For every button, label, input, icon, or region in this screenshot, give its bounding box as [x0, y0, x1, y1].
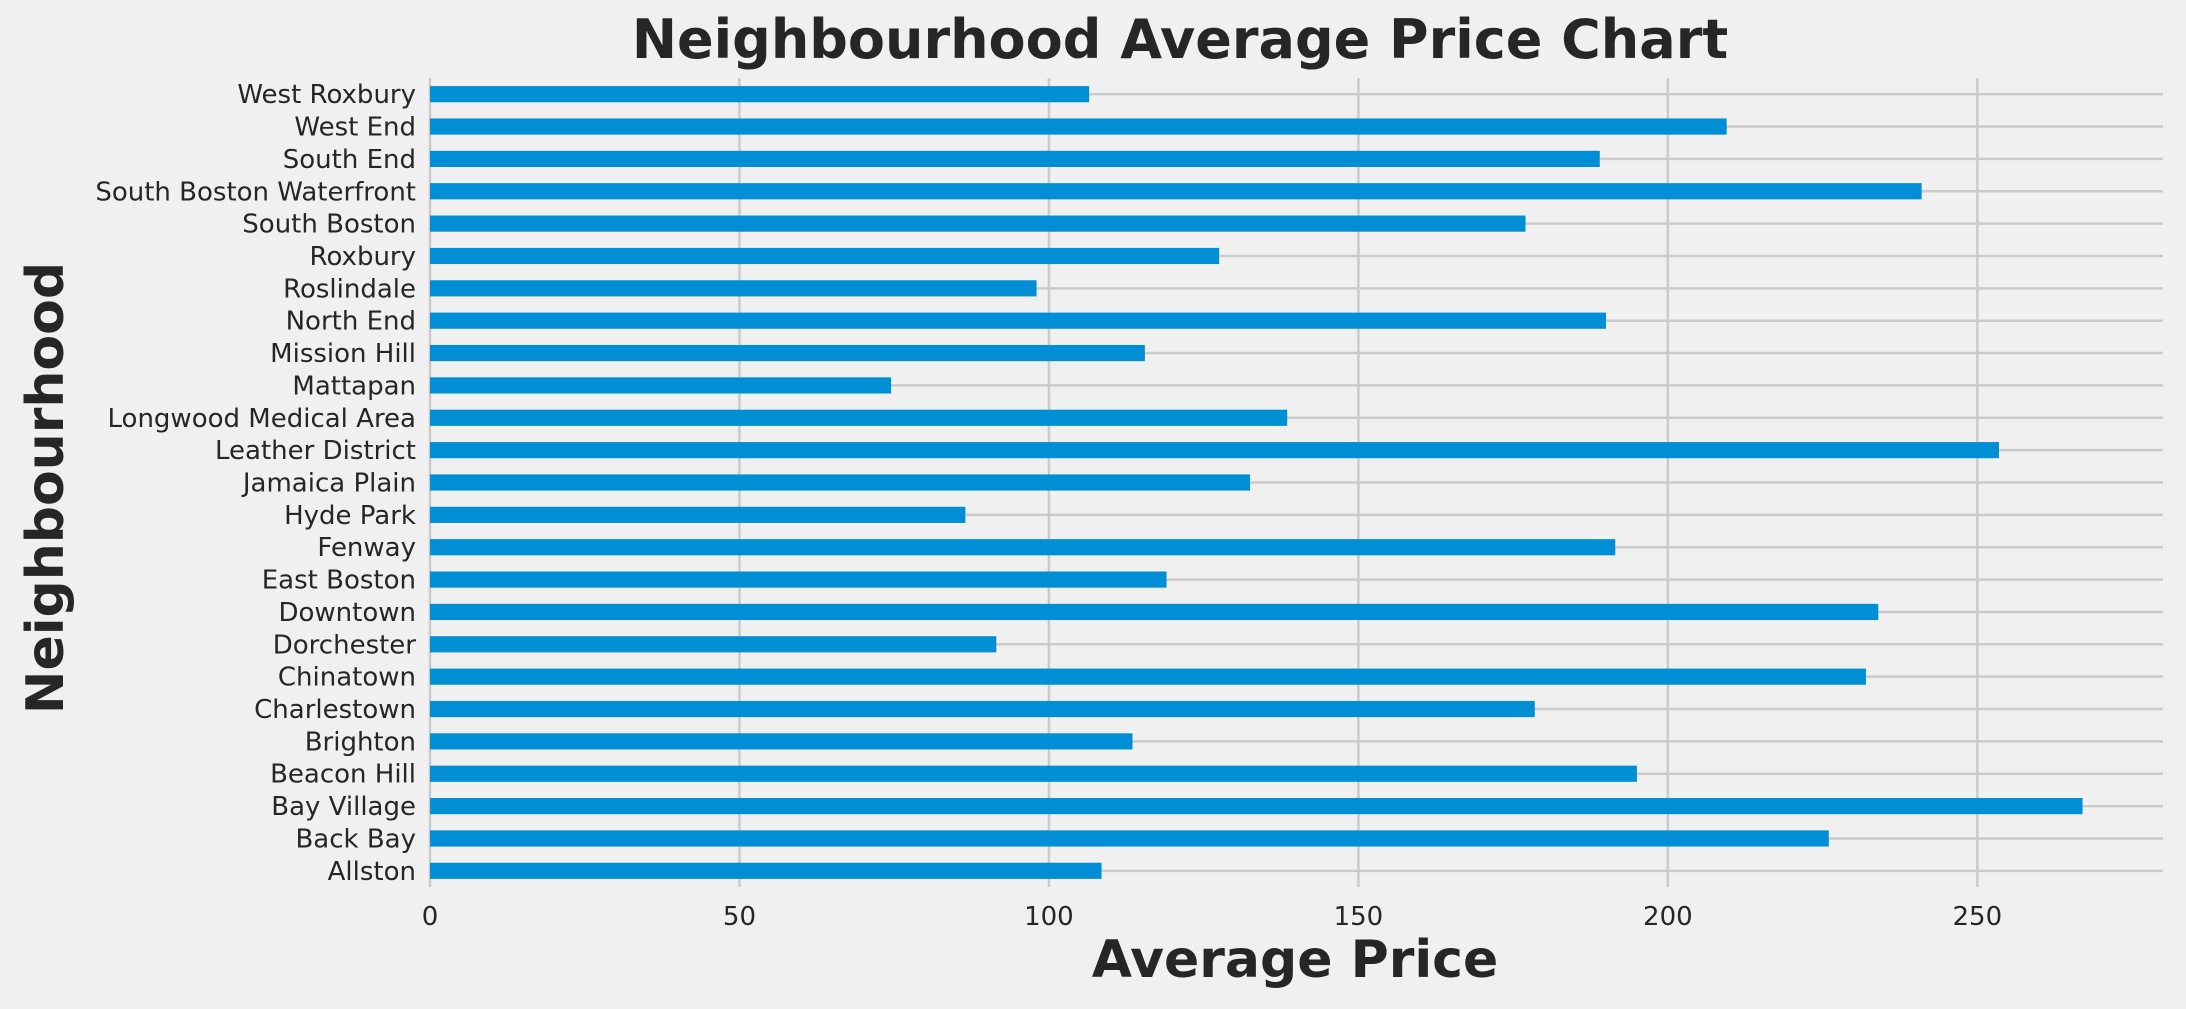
y-tick-label: Bay Village	[271, 792, 416, 822]
bar	[430, 377, 892, 394]
x-tick-label: 150	[1334, 902, 1384, 932]
y-tick-label: Roslindale	[283, 274, 416, 304]
bar	[430, 183, 1922, 200]
bar	[430, 409, 1288, 426]
y-tick-label: Brighton	[305, 727, 416, 757]
bar	[430, 668, 1866, 685]
x-tick-label: 250	[1953, 902, 2003, 932]
y-tick-label: Mattapan	[292, 371, 416, 401]
y-tick-label: South Boston Waterfront	[95, 177, 416, 207]
x-tick-label: 200	[1643, 902, 1693, 932]
y-axis-label: Neighbourhood	[16, 262, 76, 714]
y-tick-label: Downtown	[278, 598, 416, 628]
bar	[430, 700, 1535, 718]
y-tick-label: East Boston	[262, 566, 416, 596]
x-tick-label: 100	[1024, 902, 1074, 932]
y-tick-label: Jamaica Plain	[241, 469, 416, 499]
x-tick-label: 50	[723, 902, 756, 932]
bar	[430, 215, 1526, 232]
x-tick-labels: 0 50 100 150 200 250	[422, 902, 2002, 932]
x-axis-label: Average Price	[1092, 930, 1499, 990]
bar	[430, 571, 1167, 588]
y-tick-label: North End	[286, 307, 416, 337]
bar	[430, 830, 1829, 847]
bar	[430, 474, 1251, 491]
x-tick-label: 0	[422, 902, 439, 932]
bar	[430, 539, 1616, 556]
y-tick-label: Dorchester	[273, 630, 417, 660]
bar	[430, 733, 1133, 750]
bar	[430, 603, 1879, 621]
y-tick-label: South Boston	[242, 210, 416, 240]
bar	[430, 247, 1220, 265]
bar	[430, 150, 1600, 167]
bar	[430, 280, 1037, 297]
bar	[430, 312, 1606, 329]
y-tick-label: Roxbury	[310, 242, 416, 272]
bar	[430, 506, 966, 523]
bar	[430, 636, 997, 653]
y-tick-label: Hyde Park	[284, 501, 416, 531]
y-tick-label: Charlestown	[254, 695, 416, 725]
y-tick-label: Allston	[328, 857, 416, 887]
bar	[430, 862, 1102, 879]
y-tick-label: Fenway	[317, 533, 416, 563]
y-tick-label: Chinatown	[278, 663, 416, 693]
bar	[430, 344, 1145, 362]
bars	[430, 86, 2083, 879]
y-tick-label: West End	[294, 113, 416, 143]
chart-title: Neighbourhood Average Price Chart	[632, 8, 1728, 71]
y-tick-label: Beacon Hill	[270, 760, 416, 790]
y-tick-label: West Roxbury	[237, 80, 416, 110]
bar	[430, 765, 1637, 782]
bar	[430, 118, 1727, 135]
y-tick-label: Longwood Medical Area	[108, 404, 416, 434]
y-tick-label: Leather District	[215, 436, 416, 466]
y-tick-label: Back Bay	[295, 824, 416, 854]
bar	[430, 86, 1090, 103]
y-tick-label: South End	[283, 145, 416, 175]
bar	[430, 798, 2083, 815]
bar	[430, 442, 1999, 459]
y-tick-label: Mission Hill	[270, 339, 416, 369]
